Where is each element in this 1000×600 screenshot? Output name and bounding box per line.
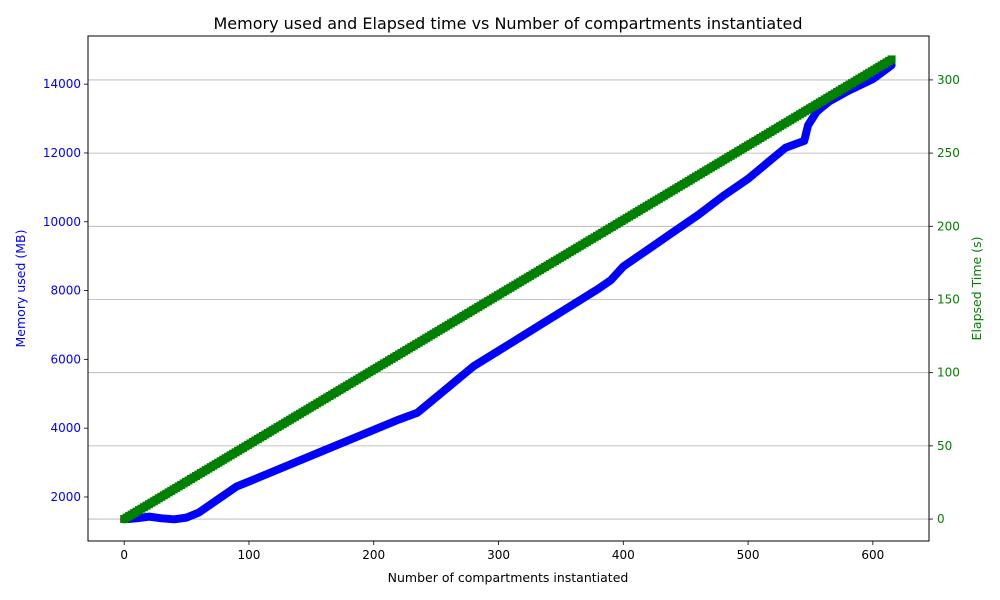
y-right-tick-label: 100 [937,366,960,380]
y-right-tick-label: 250 [937,146,960,160]
x-tick-label: 400 [612,548,635,562]
y-left-tick-label: 8000 [50,284,81,298]
y-right-tick-label: 150 [937,292,960,306]
x-axis: 0 100 200 300 400 500 600 [120,541,884,562]
x-tick-label: 100 [238,548,261,562]
series-layer [120,55,896,524]
x-tick-label: 300 [487,548,510,562]
x-tick-label: 600 [861,548,884,562]
x-tick-label: 0 [120,548,128,562]
y-right-tick-label: 300 [937,73,960,87]
y-left-tick-label: 6000 [50,352,81,366]
y-axis-left: 2000 4000 6000 8000 10000 12000 14000 [43,77,88,504]
memory-series-line [120,61,896,524]
y-right-tick-label: 50 [937,439,952,453]
plot-frame [87,35,930,542]
y-left-tick-label: 2000 [50,490,81,504]
y-right-tick-label: 0 [937,512,945,526]
y-right-tick-label: 200 [937,219,960,233]
y-left-tick-label: 12000 [43,146,81,160]
y-left-tick-label: 10000 [43,215,81,229]
chart-title: Memory used and Elapsed time vs Number o… [213,14,802,33]
y-axis-right-label: Elapsed Time (s) [969,237,984,341]
x-tick-label: 500 [737,548,760,562]
y-left-tick-label: 4000 [50,421,81,435]
x-axis-label: Number of compartments instantiated [388,570,629,585]
y-axis-left-label: Memory used (MB) [13,230,28,348]
grid-lines [88,79,929,520]
elapsed-marker [887,55,896,64]
y-axis-right: 0 50 100 150 200 250 300 [929,73,960,526]
x-tick-label: 200 [362,548,385,562]
y-left-tick-label: 14000 [43,77,81,91]
